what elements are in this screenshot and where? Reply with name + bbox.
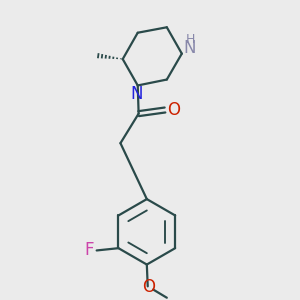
Text: O: O xyxy=(167,101,180,119)
Text: O: O xyxy=(142,278,155,296)
Text: F: F xyxy=(85,242,94,260)
Text: N: N xyxy=(130,85,143,103)
Text: N: N xyxy=(184,39,196,57)
Text: H: H xyxy=(185,33,195,46)
